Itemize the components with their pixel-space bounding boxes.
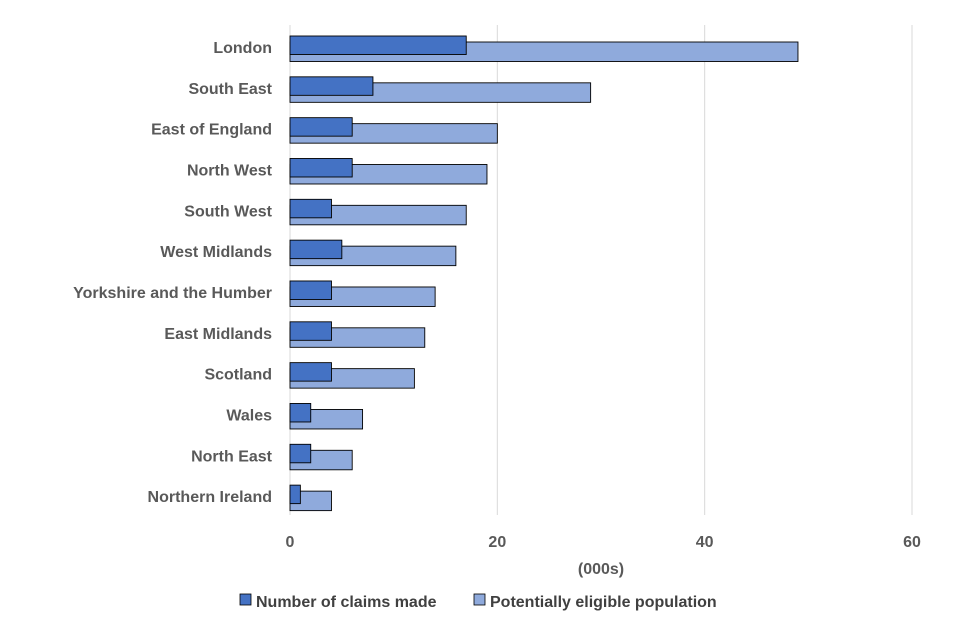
- bar-claims: [289, 35, 467, 55]
- bar-claims: [289, 362, 332, 382]
- legend: Number of claims made Potentially eligib…: [239, 593, 717, 611]
- category-label: South East: [188, 81, 272, 98]
- category-label: West Midlands: [160, 244, 272, 261]
- bar-claims: [289, 117, 353, 137]
- category-label: London: [213, 40, 272, 57]
- bar-claims: [289, 443, 312, 464]
- category-label: Wales: [226, 407, 272, 424]
- bar-claims: [289, 484, 301, 505]
- bar-claims: [289, 280, 332, 300]
- legend-label-claims: Number of claims made: [256, 594, 437, 611]
- x-axis-title: (000s): [578, 561, 624, 578]
- bar-claims: [289, 158, 353, 178]
- category-label: East of England: [151, 122, 272, 139]
- bar-claims: [289, 403, 312, 423]
- category-label: Scotland: [204, 367, 272, 384]
- bar-claims: [289, 239, 343, 260]
- category-label: Yorkshire and the Humber: [73, 285, 272, 302]
- x-tick-label: 20: [488, 534, 506, 551]
- legend-swatch-claims: [239, 593, 252, 606]
- category-label: North East: [191, 448, 273, 465]
- legend-swatch-eligible: [473, 593, 486, 606]
- bar-claims: [289, 76, 374, 96]
- x-tick-label: 60: [903, 534, 921, 551]
- x-tick-label: 40: [696, 534, 714, 551]
- gridlines: [289, 25, 913, 515]
- x-tick-label: 0: [286, 534, 295, 551]
- legend-item-claims: Number of claims made: [239, 593, 437, 611]
- bar-claims: [289, 321, 332, 341]
- legend-label-eligible: Potentially eligible population: [490, 594, 717, 611]
- bars: [289, 35, 799, 512]
- category-label: Northern Ireland: [148, 489, 272, 506]
- legend-item-eligible: Potentially eligible population: [473, 593, 717, 611]
- bar-claims: [289, 198, 332, 219]
- category-labels: London South East East of England North Wes…: [73, 40, 273, 506]
- category-label: East Midlands: [164, 326, 272, 343]
- category-label: North West: [187, 162, 273, 179]
- category-label: South West: [184, 203, 272, 220]
- x-tick-labels: 0 20 40 60: [286, 534, 921, 551]
